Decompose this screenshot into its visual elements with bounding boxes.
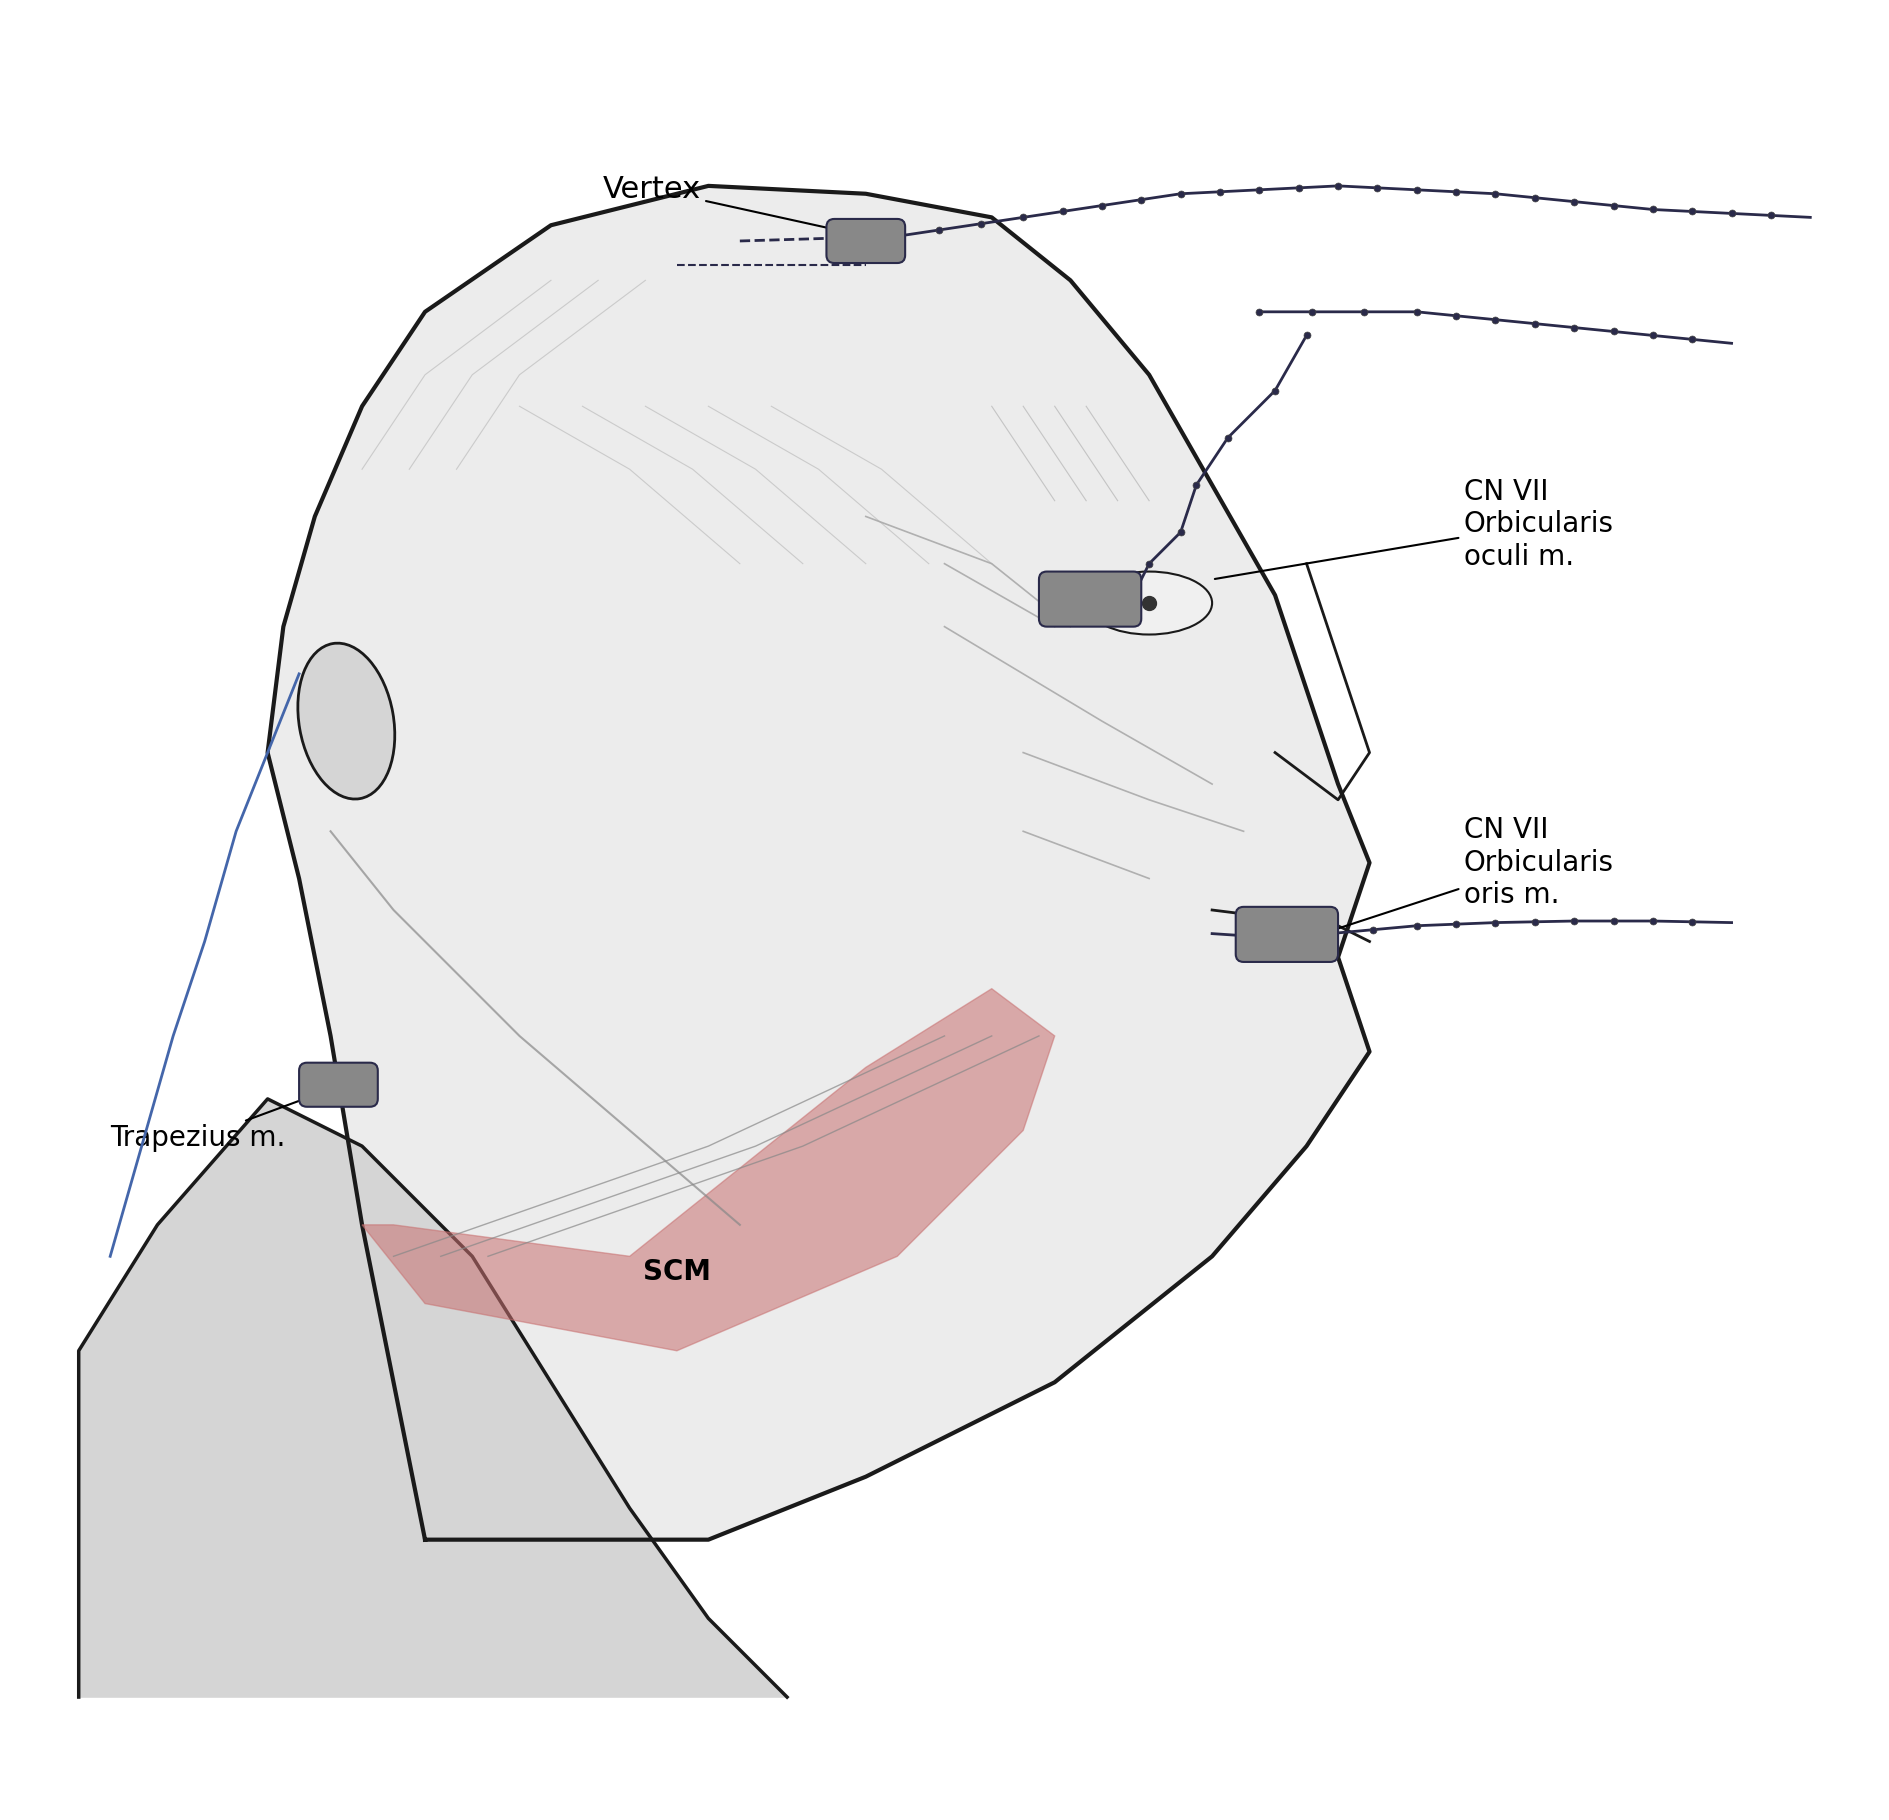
Text: Vertex: Vertex xyxy=(603,175,863,235)
Ellipse shape xyxy=(298,642,395,799)
Text: CN VII
Orbicularis
oculi m.: CN VII Orbicularis oculi m. xyxy=(1215,479,1613,579)
FancyBboxPatch shape xyxy=(1235,906,1337,963)
Ellipse shape xyxy=(1086,571,1213,635)
FancyBboxPatch shape xyxy=(1039,571,1141,626)
Polygon shape xyxy=(79,1099,788,1696)
Polygon shape xyxy=(363,988,1054,1350)
FancyBboxPatch shape xyxy=(298,1063,378,1107)
FancyBboxPatch shape xyxy=(825,218,905,264)
Text: Trapezius m.: Trapezius m. xyxy=(110,1087,336,1152)
Text: SCM: SCM xyxy=(642,1258,710,1287)
Polygon shape xyxy=(268,186,1370,1540)
Text: CN VII
Orbicularis
oris m.: CN VII Orbicularis oris m. xyxy=(1324,817,1613,932)
